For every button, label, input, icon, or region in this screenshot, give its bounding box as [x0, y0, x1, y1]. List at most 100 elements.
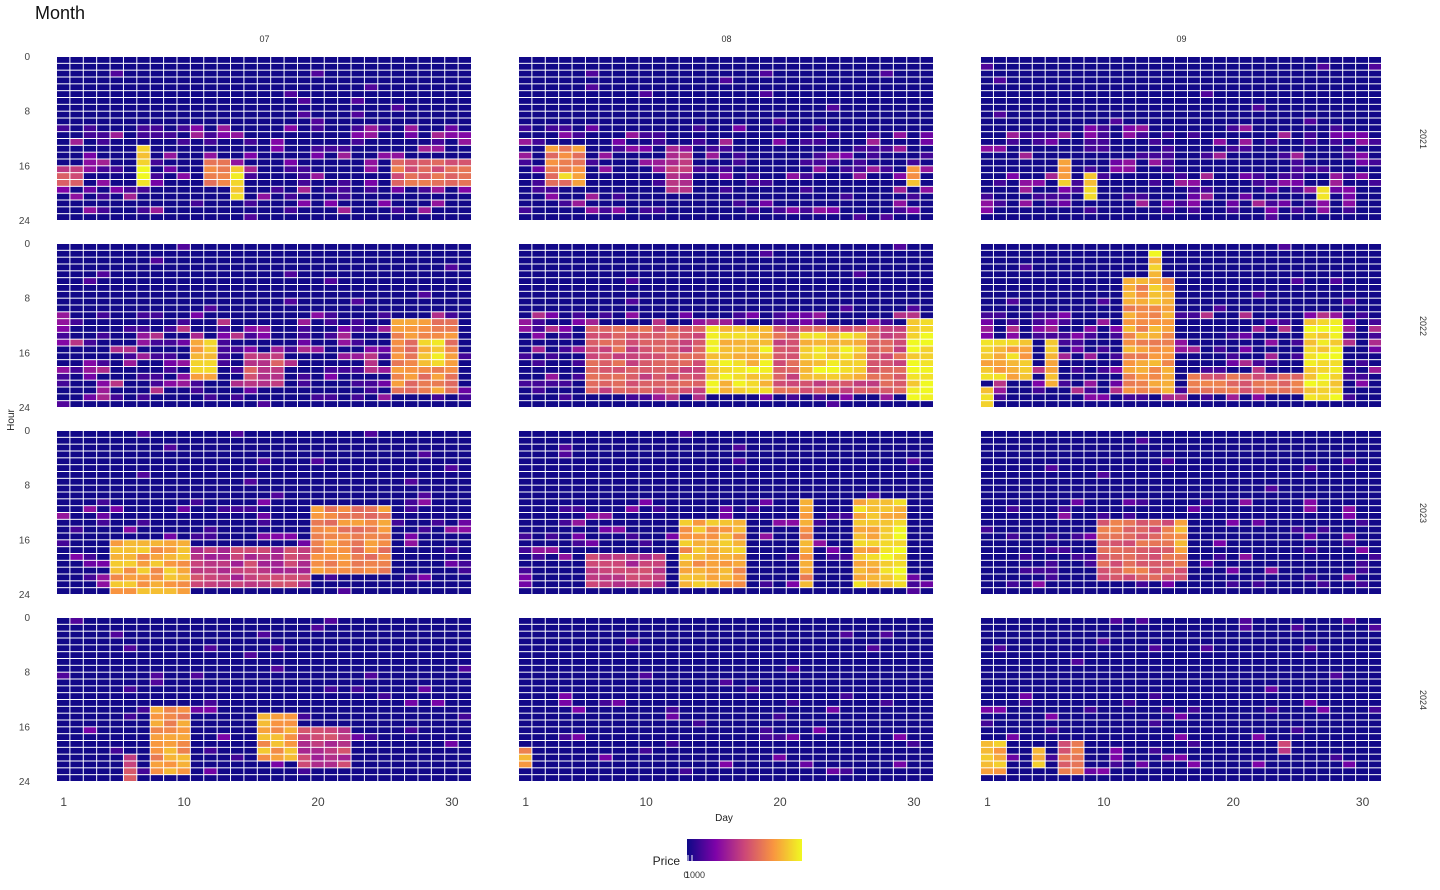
heatmap-cell — [1356, 111, 1369, 118]
heatmap-cell — [746, 244, 759, 250]
heatmap-cell — [867, 319, 880, 325]
heatmap-cell — [164, 387, 177, 394]
heatmap-cell — [1123, 159, 1136, 166]
heatmap-cell — [164, 186, 177, 193]
heatmap-cell — [666, 104, 679, 111]
heatmap-cell — [733, 271, 746, 278]
heatmap-cell — [1175, 387, 1187, 394]
heatmap-cell — [786, 244, 800, 250]
heatmap-cell — [83, 193, 97, 200]
heatmap-cell — [1006, 332, 1019, 339]
heatmap-cell — [110, 581, 123, 588]
heatmap-cell — [418, 319, 431, 325]
heatmap-cell — [164, 506, 177, 512]
heatmap-cell — [1149, 152, 1162, 159]
heatmap-cell — [826, 264, 840, 271]
heatmap-cell — [920, 373, 933, 380]
heatmap-cell — [880, 326, 893, 332]
heatmap-cell — [773, 159, 786, 166]
heatmap-cell — [177, 380, 190, 387]
heatmap-cell — [920, 214, 933, 220]
heatmap-cell — [907, 271, 920, 278]
heatmap-cell — [599, 353, 612, 360]
heatmap-cell — [405, 145, 418, 152]
heatmap-cell — [1226, 244, 1239, 250]
heatmap-cell — [706, 145, 719, 152]
heatmap-cell — [378, 111, 391, 118]
heatmap-cell — [746, 298, 759, 305]
heatmap-cell — [231, 526, 244, 533]
heatmap-cell — [1252, 271, 1265, 278]
heatmap-cell — [190, 193, 204, 200]
heatmap-cell — [626, 91, 639, 97]
heatmap-cell — [164, 125, 177, 132]
heatmap-cell — [1356, 339, 1369, 346]
heatmap-cell — [612, 360, 626, 366]
heatmap-cell — [297, 444, 311, 451]
heatmap-cell — [458, 387, 471, 394]
heatmap-cell — [257, 472, 271, 478]
heatmap-cell — [231, 499, 244, 506]
heatmap-cell — [164, 166, 177, 173]
heatmap-cell — [733, 173, 746, 179]
heatmap-cell — [1226, 118, 1239, 125]
heatmap-cell — [1084, 394, 1097, 401]
heatmap-cell — [1019, 214, 1032, 220]
heatmap-cell — [612, 257, 626, 264]
heatmap-cell — [311, 271, 324, 278]
heatmap-cell — [746, 346, 759, 353]
heatmap-cell — [1045, 91, 1058, 97]
heatmap-cell — [204, 581, 217, 588]
heatmap-cell — [920, 291, 933, 298]
heatmap-cell — [1226, 360, 1239, 366]
heatmap-cell — [813, 91, 826, 97]
heatmap-cell — [1213, 387, 1226, 394]
heatmap-cell — [57, 200, 70, 207]
heatmap-cell — [519, 139, 532, 145]
heatmap-cell — [800, 63, 813, 70]
heatmap-cell — [1213, 132, 1226, 138]
heatmap-cell — [1317, 180, 1330, 186]
heatmap-cell — [418, 186, 431, 193]
heatmap-cell — [110, 437, 123, 444]
heatmap-cell — [1058, 285, 1071, 291]
heatmap-cell — [719, 77, 733, 84]
heatmap-cell — [311, 63, 324, 70]
heatmap-cell — [217, 139, 231, 145]
heatmap-cell — [1187, 257, 1200, 264]
heatmap-cell — [1330, 200, 1343, 207]
heatmap-cell — [907, 118, 920, 125]
heatmap-cell — [759, 186, 773, 193]
heatmap-cell — [177, 152, 190, 159]
heatmap-cell — [733, 70, 746, 77]
heatmap-cell — [1291, 244, 1304, 250]
heatmap-cell — [786, 326, 800, 332]
heatmap-cell — [284, 111, 297, 118]
heatmap-cell — [1097, 63, 1110, 70]
heatmap-cell — [458, 250, 471, 257]
heatmap-cell — [993, 319, 1006, 325]
heatmap-cell — [1356, 70, 1369, 77]
heatmap-cell — [431, 353, 445, 360]
heatmap-cell — [351, 257, 364, 264]
heatmap-cell — [1175, 264, 1187, 271]
heatmap-cell — [231, 360, 244, 366]
heatmap-cell — [458, 305, 471, 312]
heatmap-cell — [110, 540, 123, 547]
heatmap-cell — [405, 326, 418, 332]
heatmap-cell — [1304, 401, 1317, 407]
heatmap-cell — [1213, 139, 1226, 145]
heatmap-cell — [137, 380, 150, 387]
heatmap-cell — [920, 159, 933, 166]
heatmap-cell — [1110, 118, 1123, 125]
heatmap-cell — [706, 159, 719, 166]
heatmap-cell — [311, 139, 324, 145]
heatmap-cell — [532, 312, 545, 319]
heatmap-cell — [867, 84, 880, 91]
heatmap-cell — [679, 98, 693, 104]
heatmap-cell — [867, 401, 880, 407]
heatmap-cell — [97, 458, 110, 465]
heatmap-cell — [445, 250, 458, 257]
heatmap-cell — [364, 326, 378, 332]
heatmap-cell — [853, 360, 867, 366]
